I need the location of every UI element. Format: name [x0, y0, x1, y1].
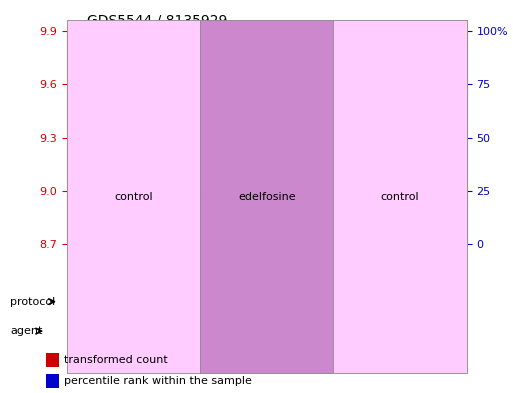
Text: GSM1084262: GSM1084262 [410, 240, 419, 291]
Bar [373, 77, 390, 244]
Point [279, 70, 287, 76]
Bar [176, 143, 193, 244]
Text: GSM1084273: GSM1084273 [115, 240, 124, 291]
Point [246, 74, 254, 80]
Point [378, 70, 386, 76]
Bar [46, 374, 59, 388]
Bar [144, 230, 160, 244]
Point [82, 80, 90, 86]
Point [181, 78, 189, 84]
FancyBboxPatch shape [365, 244, 398, 287]
FancyBboxPatch shape [168, 244, 201, 287]
Bar [111, 180, 127, 244]
Text: GSM1084260: GSM1084260 [344, 240, 353, 291]
Point [312, 72, 320, 78]
Bar [439, 33, 456, 244]
FancyBboxPatch shape [333, 20, 467, 373]
Point [148, 88, 156, 94]
Text: control: control [381, 191, 420, 202]
Bar [242, 115, 259, 244]
Bar [341, 74, 357, 244]
Bar [78, 157, 94, 244]
FancyBboxPatch shape [70, 244, 103, 287]
Text: edelfosine: edelfosine [238, 191, 295, 202]
Text: GSM1084272: GSM1084272 [82, 240, 91, 291]
Bar [308, 93, 324, 244]
Bar [46, 353, 59, 367]
FancyBboxPatch shape [135, 244, 168, 287]
Point [410, 65, 419, 72]
FancyBboxPatch shape [332, 244, 365, 287]
Bar [406, 63, 423, 244]
Point [213, 69, 222, 75]
Text: GSM1084274: GSM1084274 [147, 240, 156, 291]
FancyBboxPatch shape [431, 244, 464, 287]
Text: GSM1084277: GSM1084277 [246, 240, 255, 291]
FancyBboxPatch shape [300, 244, 332, 287]
Bar [209, 90, 226, 244]
FancyBboxPatch shape [103, 244, 135, 287]
FancyBboxPatch shape [398, 244, 431, 287]
Text: GSM1084278: GSM1084278 [279, 240, 288, 291]
Text: protocol: protocol [10, 297, 55, 307]
Bar [275, 83, 291, 244]
Text: GSM1084261: GSM1084261 [377, 240, 386, 291]
Text: GSM1084263: GSM1084263 [443, 240, 451, 291]
Point [345, 64, 353, 71]
FancyBboxPatch shape [67, 20, 333, 373]
FancyBboxPatch shape [333, 20, 467, 373]
FancyBboxPatch shape [67, 20, 200, 373]
Text: GDS5544 / 8135929: GDS5544 / 8135929 [87, 13, 227, 28]
Text: stimulated: stimulated [170, 191, 230, 202]
Text: transformed count: transformed count [64, 355, 168, 365]
Text: agent: agent [10, 326, 43, 336]
Text: GSM1084279: GSM1084279 [311, 240, 321, 291]
FancyBboxPatch shape [201, 244, 234, 287]
Text: GSM1084275: GSM1084275 [180, 240, 189, 291]
FancyBboxPatch shape [267, 244, 300, 287]
Point [443, 65, 451, 72]
Text: percentile rank within the sample: percentile rank within the sample [64, 376, 252, 386]
FancyBboxPatch shape [200, 20, 333, 373]
Text: unstimulated: unstimulated [363, 191, 437, 202]
Point [115, 84, 123, 91]
Text: GSM1084276: GSM1084276 [213, 240, 222, 291]
FancyBboxPatch shape [234, 244, 267, 287]
Text: control: control [114, 191, 153, 202]
